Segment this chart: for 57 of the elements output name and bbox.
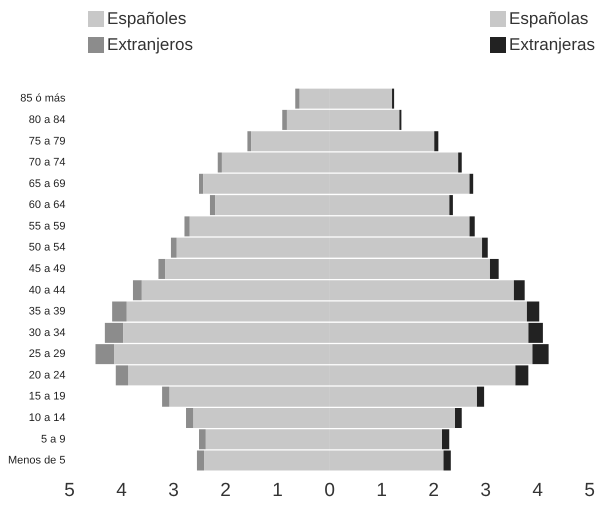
bar xyxy=(247,131,252,152)
y-tick-label: 25 a 29 xyxy=(28,348,66,360)
legend-label: Extranjeros xyxy=(107,35,193,55)
x-tick-label: 4 xyxy=(532,480,544,501)
bar xyxy=(158,258,166,279)
legend-label: Españoles xyxy=(107,9,186,29)
bar xyxy=(218,152,222,173)
bar xyxy=(515,365,528,386)
bar xyxy=(170,238,177,258)
y-tick-label: 45 a 49 xyxy=(28,262,66,275)
bar xyxy=(186,408,194,428)
x-tick-label: 2 xyxy=(428,480,439,501)
bar xyxy=(476,386,484,407)
bar xyxy=(514,280,525,300)
bar xyxy=(454,408,462,428)
y-tick-label: Menos de 5 xyxy=(8,454,66,467)
bar xyxy=(490,258,499,279)
legend-label: Españolas xyxy=(509,9,588,29)
bar xyxy=(282,110,287,130)
bar xyxy=(199,174,204,194)
y-tick-label: 65 a 69 xyxy=(28,178,66,190)
x-tick-label: 1 xyxy=(376,480,387,501)
bar xyxy=(470,174,474,194)
legend-label: Extranjeras xyxy=(509,35,595,55)
x-tick-label: 1 xyxy=(272,480,283,501)
y-tick-label: 55 a 59 xyxy=(28,220,66,232)
bar xyxy=(295,88,300,109)
x-tick-label: 5 xyxy=(64,480,75,501)
x-tick-label: 3 xyxy=(480,480,491,501)
y-tick-label: 75 a 79 xyxy=(28,135,66,148)
y-tick-label: 50 a 54 xyxy=(28,242,66,254)
bar xyxy=(449,195,453,216)
x-tick-label: 3 xyxy=(168,480,179,501)
bar xyxy=(482,238,488,258)
bar xyxy=(184,216,190,236)
y-tick-label: 30 a 34 xyxy=(28,326,66,339)
bar xyxy=(116,365,128,386)
y-tick-label: 5 a 9 xyxy=(41,433,66,446)
y-tick-label: 10 a 14 xyxy=(28,412,66,424)
y-tick-label: 15 a 19 xyxy=(28,390,66,403)
bar xyxy=(470,216,475,236)
y-tick-label: 80 a 84 xyxy=(28,114,66,126)
x-tick-label: 0 xyxy=(324,480,335,501)
x-tick-label: 2 xyxy=(220,480,231,501)
y-tick-label: 70 a 74 xyxy=(28,156,66,169)
y-tick-label: 20 a 24 xyxy=(28,369,66,382)
x-tick-label: 4 xyxy=(116,480,128,501)
bar xyxy=(210,195,216,216)
y-tick-label: 85 ó más xyxy=(20,92,66,105)
y-tick-label: 40 a 44 xyxy=(28,284,66,296)
bar xyxy=(434,131,438,152)
bar xyxy=(162,386,170,407)
x-tick-label: 5 xyxy=(584,480,596,501)
bar xyxy=(458,152,462,173)
bar xyxy=(132,280,142,300)
y-tick-label: 60 a 64 xyxy=(28,199,66,212)
y-tick-label: 35 a 39 xyxy=(28,306,66,318)
